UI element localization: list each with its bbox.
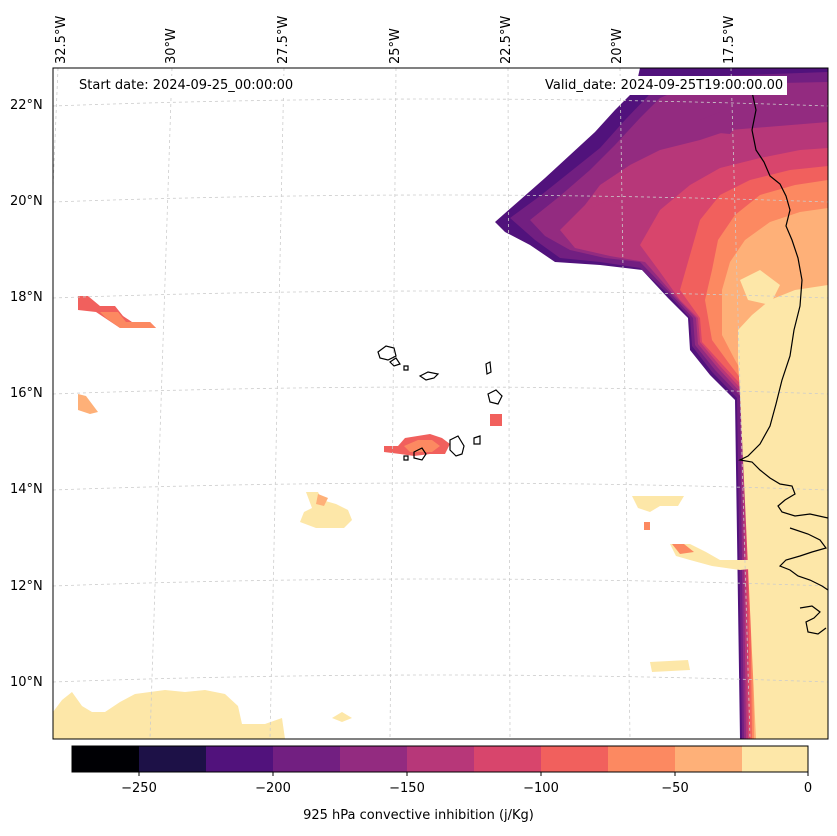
colorbar-tick-label: −250 [121,781,157,796]
island-fogo [413,447,427,461]
island-sal [485,361,492,375]
cin-filled-contours [53,68,828,739]
map-frame [52,67,829,740]
colorbar [71,745,809,776]
island-santo-antao [377,345,397,361]
lon-label-25w: 25°W [388,28,403,64]
colorbar-tick-label: 0 [803,781,813,796]
west-africa-coastline [738,91,828,635]
colorbar-tick-label: −100 [523,781,559,796]
gridlines [53,68,828,739]
lon-label-27-5w: 27.5°W [276,15,291,64]
lat-label-16n: 16°N [10,386,43,401]
lon-label-20w: 20°W [610,28,625,64]
colorbar-tick-label: −150 [389,781,425,796]
colorbar-label: 925 hPa convective inhibition (j/Kg) [303,808,534,823]
lon-label-17-5w: 17.5°W [722,15,737,64]
lat-label-18n: 18°N [10,290,43,305]
coastlines [377,91,828,635]
lat-label-22n: 22°N [10,98,43,113]
patch-south-band [53,690,285,739]
lat-label-20n: 20°N [10,194,43,209]
lon-label-22-5w: 22.5°W [499,15,514,64]
island-boa-vista [487,389,503,405]
island-sao-nicolau [418,371,440,381]
patch-w-16n [78,394,98,414]
lat-label-12n: 12°N [10,579,43,594]
lon-label-30w: 30°W [164,28,179,64]
island-maio [473,435,481,445]
patch-isle-red [490,414,502,426]
patch-13n-east [670,544,780,570]
colorbar-tick-label: −50 [661,781,689,796]
island-sao-vicente [389,357,401,367]
lon-label-32-5w: 32.5°W [54,15,69,64]
valid-date-label: Valid_date: 2024-09-25T19:00:00.00 [541,76,788,95]
island-santa-luzia [403,365,409,371]
colorbar-tick-label: −200 [255,781,291,796]
patch-14n-east [632,496,684,512]
lat-label-14n: 14°N [10,482,43,497]
patch-10n [650,660,690,672]
island-santiago [449,435,465,457]
start-date-label: Start date: 2024-09-25_00:00:00 [75,76,298,95]
island-brava [403,455,409,461]
lat-label-10n: 10°N [10,675,43,690]
patch-14n-center [300,492,352,528]
